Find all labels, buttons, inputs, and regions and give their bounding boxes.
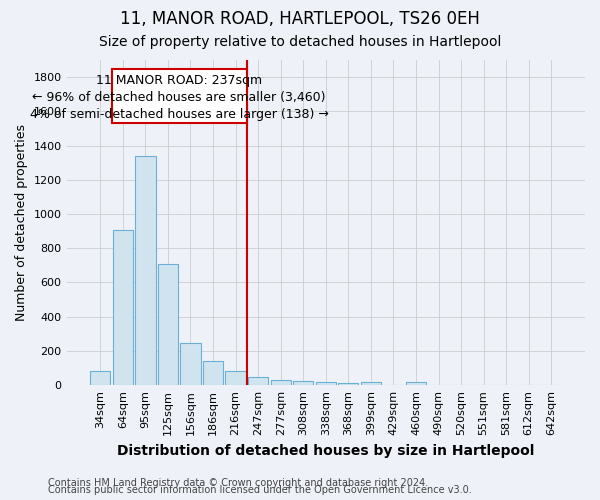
Bar (361, 382, 381, 385)
Bar (113, 230, 133, 385)
Bar (135, 156, 155, 385)
Bar (271, 380, 291, 385)
Text: 11 MANOR ROAD: 237sqm
← 96% of detached houses are smaller (3,460)
4% of semi-de: 11 MANOR ROAD: 237sqm ← 96% of detached … (30, 74, 329, 120)
Text: 11, MANOR ROAD, HARTLEPOOL, TS26 0EH: 11, MANOR ROAD, HARTLEPOOL, TS26 0EH (120, 10, 480, 28)
Text: Contains HM Land Registry data © Crown copyright and database right 2024.: Contains HM Land Registry data © Crown c… (48, 478, 428, 488)
Bar (181, 343, 200, 385)
Bar (203, 361, 223, 385)
Bar (338, 382, 358, 385)
Text: Size of property relative to detached houses in Hartlepool: Size of property relative to detached ho… (99, 35, 501, 49)
Bar (226, 372, 246, 385)
Y-axis label: Number of detached properties: Number of detached properties (15, 124, 28, 321)
Bar (316, 382, 336, 385)
Bar (293, 381, 313, 385)
Bar (406, 382, 426, 385)
Bar (112, 68, 247, 124)
Bar (248, 376, 268, 385)
Text: Contains public sector information licensed under the Open Government Licence v3: Contains public sector information licen… (48, 485, 472, 495)
X-axis label: Distribution of detached houses by size in Hartlepool: Distribution of detached houses by size … (117, 444, 535, 458)
Bar (158, 264, 178, 385)
Bar (90, 370, 110, 385)
